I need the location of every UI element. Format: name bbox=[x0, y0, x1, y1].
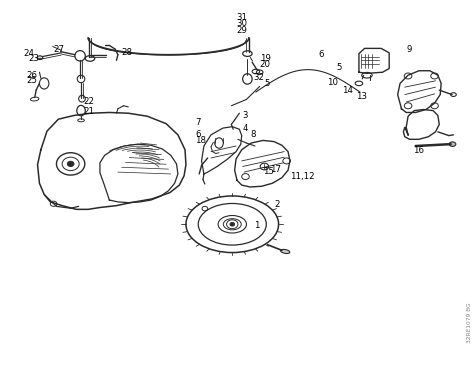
Text: 1: 1 bbox=[254, 221, 259, 230]
Text: 6: 6 bbox=[318, 50, 324, 59]
Text: 8: 8 bbox=[250, 129, 256, 139]
Text: 2: 2 bbox=[275, 200, 280, 209]
Text: 20: 20 bbox=[260, 60, 271, 69]
Text: 7: 7 bbox=[195, 119, 201, 128]
Text: 28: 28 bbox=[121, 47, 132, 56]
Text: 11,12: 11,12 bbox=[290, 172, 315, 181]
Ellipse shape bbox=[37, 56, 43, 59]
Text: 6: 6 bbox=[195, 129, 201, 139]
Text: 10: 10 bbox=[327, 78, 338, 87]
Text: 5: 5 bbox=[336, 63, 342, 72]
Text: 13: 13 bbox=[356, 92, 367, 101]
Text: 4: 4 bbox=[243, 124, 248, 133]
Text: 3: 3 bbox=[243, 111, 248, 120]
Text: 25: 25 bbox=[27, 76, 38, 85]
Text: 32: 32 bbox=[254, 73, 264, 82]
Text: 26: 26 bbox=[27, 71, 38, 80]
Text: 19: 19 bbox=[260, 54, 271, 63]
Text: 15: 15 bbox=[263, 167, 274, 176]
Ellipse shape bbox=[281, 249, 290, 254]
Text: 30: 30 bbox=[236, 19, 247, 28]
Text: 9: 9 bbox=[406, 45, 411, 53]
Text: 21: 21 bbox=[83, 107, 94, 116]
Text: 23: 23 bbox=[28, 54, 39, 63]
Text: 18: 18 bbox=[195, 136, 206, 145]
Text: 14: 14 bbox=[342, 86, 353, 95]
Text: 22: 22 bbox=[83, 97, 94, 106]
Ellipse shape bbox=[449, 142, 456, 146]
Text: 31: 31 bbox=[236, 13, 247, 22]
Circle shape bbox=[67, 161, 74, 166]
Text: 27: 27 bbox=[54, 45, 64, 54]
Text: 24: 24 bbox=[23, 49, 35, 58]
Circle shape bbox=[230, 223, 235, 226]
Text: 29: 29 bbox=[236, 26, 247, 35]
Text: 17: 17 bbox=[270, 165, 281, 174]
Text: 16: 16 bbox=[413, 146, 424, 155]
Text: 32RE1079 BG: 32RE1079 BG bbox=[467, 303, 473, 343]
Text: 5: 5 bbox=[264, 79, 270, 88]
